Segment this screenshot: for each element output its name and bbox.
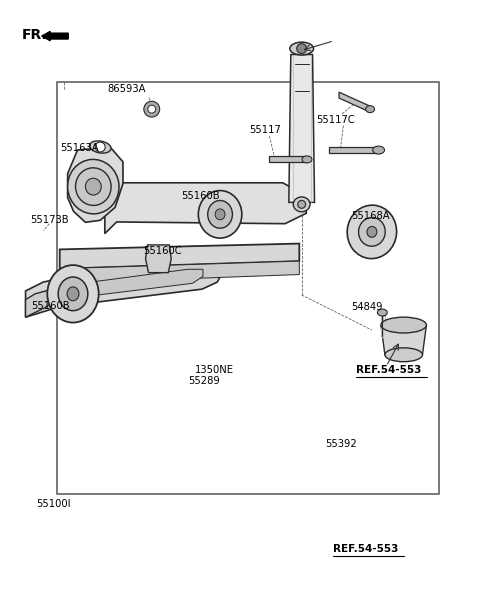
Ellipse shape (67, 287, 79, 301)
Ellipse shape (89, 141, 111, 153)
Ellipse shape (347, 205, 396, 258)
Text: REF.54-553: REF.54-553 (333, 544, 398, 554)
Circle shape (298, 201, 306, 208)
Ellipse shape (302, 156, 312, 163)
Ellipse shape (290, 42, 313, 55)
Text: REF.54-553: REF.54-553 (356, 365, 421, 375)
Polygon shape (145, 245, 171, 273)
Polygon shape (105, 183, 306, 234)
Ellipse shape (208, 201, 232, 228)
Circle shape (144, 101, 160, 117)
Text: 55160B: 55160B (31, 300, 70, 310)
Circle shape (96, 142, 105, 152)
Text: 55163A: 55163A (60, 143, 98, 153)
Polygon shape (60, 244, 300, 268)
Polygon shape (60, 261, 300, 283)
Circle shape (297, 44, 307, 54)
Ellipse shape (85, 178, 101, 195)
Text: 55117C: 55117C (316, 114, 355, 124)
Text: 1350NE: 1350NE (195, 365, 234, 375)
Polygon shape (55, 269, 203, 300)
Polygon shape (329, 147, 379, 153)
Text: 55392: 55392 (325, 439, 357, 449)
Polygon shape (269, 156, 307, 162)
Ellipse shape (68, 159, 119, 214)
Text: FR.: FR. (22, 28, 48, 42)
Text: 55173B: 55173B (30, 215, 69, 225)
Text: 55100I: 55100I (36, 499, 71, 509)
Polygon shape (381, 325, 426, 355)
Ellipse shape (359, 218, 385, 246)
Ellipse shape (58, 277, 88, 311)
Ellipse shape (385, 348, 422, 362)
Circle shape (208, 207, 229, 229)
Ellipse shape (367, 227, 377, 237)
Polygon shape (25, 262, 222, 317)
Ellipse shape (48, 265, 99, 323)
Ellipse shape (293, 197, 310, 212)
Ellipse shape (366, 106, 374, 113)
FancyArrow shape (42, 31, 68, 41)
Text: 55117: 55117 (250, 125, 281, 135)
Text: 55160C: 55160C (143, 246, 181, 256)
Circle shape (148, 105, 156, 113)
Ellipse shape (198, 191, 242, 238)
Text: 54849: 54849 (351, 301, 383, 312)
Polygon shape (339, 92, 370, 112)
Text: 55168A: 55168A (351, 211, 390, 221)
Polygon shape (25, 289, 54, 317)
Ellipse shape (215, 209, 225, 220)
Ellipse shape (381, 317, 426, 333)
Text: 55289: 55289 (188, 376, 219, 386)
Text: 86593A: 86593A (107, 84, 145, 94)
Ellipse shape (372, 146, 384, 154)
Polygon shape (289, 54, 314, 202)
Ellipse shape (377, 309, 387, 316)
Polygon shape (68, 147, 123, 222)
Ellipse shape (75, 168, 111, 205)
Circle shape (214, 213, 224, 223)
Text: 55160B: 55160B (180, 191, 219, 201)
